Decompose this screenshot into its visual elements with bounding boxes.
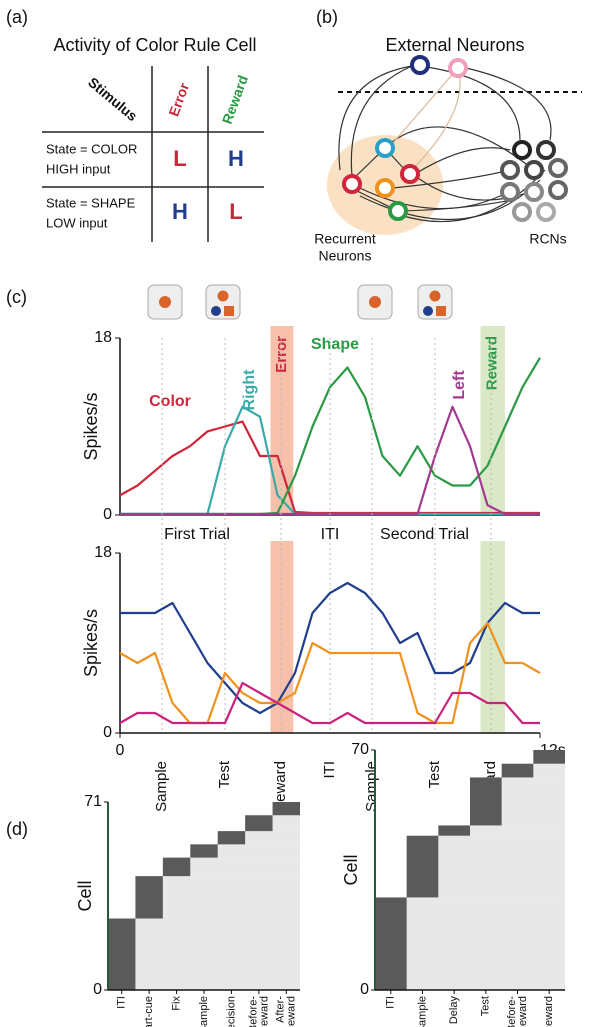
y-tick-label: 0 bbox=[103, 506, 112, 523]
column-header: Reward bbox=[219, 73, 251, 126]
stimulus-icons bbox=[148, 285, 452, 319]
series-line bbox=[120, 407, 540, 514]
table-cell: L bbox=[173, 146, 186, 171]
x-tick-label: 0 bbox=[116, 742, 125, 759]
x-tick-label: ITI bbox=[116, 996, 128, 1009]
series-label: Right bbox=[241, 369, 258, 411]
cell-block bbox=[273, 802, 300, 815]
event-label: Sample bbox=[153, 761, 170, 812]
tail-rows bbox=[407, 897, 565, 990]
series-label: Color bbox=[149, 393, 191, 410]
figure: (a) Activity of Color Rule Cell Stimulus… bbox=[0, 0, 589, 1027]
period-label: ITI bbox=[321, 526, 340, 543]
x-tick-label: Fix bbox=[170, 996, 182, 1011]
event-label: ITI bbox=[321, 761, 338, 779]
cell-block bbox=[470, 777, 502, 825]
x-tick-label: Reward bbox=[543, 996, 555, 1027]
row-label: State = COLOR bbox=[46, 141, 137, 156]
table-corner: Stimulus bbox=[85, 74, 141, 124]
event-label: Test bbox=[426, 760, 443, 788]
panel-title: Activity of Color Rule Cell bbox=[53, 35, 256, 55]
tail-rows bbox=[135, 919, 300, 990]
tail-rows bbox=[533, 764, 565, 778]
series-label: Shape bbox=[311, 336, 359, 353]
row-label: LOW input bbox=[46, 215, 108, 230]
y-axis-label: Cell bbox=[341, 854, 361, 885]
x-tick-label: Reward bbox=[258, 996, 270, 1027]
x-tick-label: Sample bbox=[416, 996, 428, 1027]
series-line bbox=[120, 358, 540, 514]
cell-block bbox=[190, 844, 217, 857]
band-label: Reward bbox=[484, 336, 501, 390]
x-tick-label: Reward bbox=[286, 996, 298, 1027]
period-label: Second Trial bbox=[380, 526, 469, 543]
diagram-label: Recurrent bbox=[314, 231, 376, 247]
x-tick-label: Delay bbox=[448, 996, 460, 1025]
panel-title: External Neurons bbox=[385, 35, 524, 55]
y-tick-label: 18 bbox=[94, 329, 112, 346]
cell-block bbox=[163, 858, 190, 877]
panel-label: (c) bbox=[6, 287, 27, 307]
tail-rows bbox=[245, 831, 300, 844]
cell-block bbox=[245, 815, 272, 831]
tail-rows bbox=[163, 876, 300, 918]
period-label: First Trial bbox=[164, 526, 230, 543]
event-label: Test bbox=[216, 760, 233, 788]
cell-block bbox=[375, 897, 407, 990]
y-axis-label: Cell bbox=[75, 880, 95, 911]
diagram-label: Neurons bbox=[319, 248, 372, 264]
diagram-label: RCNs bbox=[529, 231, 566, 247]
tail-rows bbox=[218, 844, 300, 857]
x-tick-label: Reward bbox=[517, 996, 529, 1027]
y-tick-label: 0 bbox=[360, 981, 369, 998]
column-header: Error bbox=[165, 80, 192, 118]
y-tick-label: 71 bbox=[84, 793, 102, 810]
tail-rows bbox=[438, 836, 565, 898]
cell-block bbox=[218, 831, 245, 844]
cell-block bbox=[135, 876, 162, 918]
table-cell: H bbox=[228, 146, 244, 171]
tail-rows bbox=[273, 815, 300, 831]
cell-block bbox=[407, 836, 439, 898]
y-tick-label: 18 bbox=[94, 544, 112, 561]
tail-rows bbox=[190, 858, 300, 877]
table-cell: H bbox=[172, 199, 188, 224]
cell-block bbox=[502, 764, 534, 778]
x-tick-label: Decision bbox=[225, 996, 237, 1027]
y-tick-label: 70 bbox=[351, 741, 369, 758]
series-line bbox=[120, 407, 540, 514]
series-label: Left bbox=[451, 370, 468, 400]
tail-rows bbox=[470, 825, 565, 835]
y-tick-label: 0 bbox=[103, 724, 112, 741]
y-axis-label: Spikes/s bbox=[81, 609, 101, 677]
y-axis-label: Spikes/s bbox=[81, 392, 101, 460]
network-diagram bbox=[327, 57, 582, 235]
cell-block bbox=[533, 750, 565, 764]
cell-block bbox=[438, 825, 470, 835]
row-label: HIGH input bbox=[46, 161, 111, 176]
x-tick-label: Test bbox=[480, 996, 492, 1016]
y-tick-label: 0 bbox=[93, 981, 102, 998]
row-label: State = SHAPE bbox=[46, 195, 136, 210]
panel-label: (d) bbox=[6, 819, 28, 839]
x-tick-label: Sample bbox=[198, 996, 210, 1027]
panel-label: (b) bbox=[316, 7, 338, 27]
x-tick-label: Start-cue bbox=[143, 996, 155, 1027]
table-cell: L bbox=[229, 199, 242, 224]
panel-label: (a) bbox=[6, 7, 28, 27]
event-label: Sample bbox=[363, 761, 380, 812]
tail-rows bbox=[502, 777, 565, 825]
cell-block bbox=[108, 919, 135, 990]
x-tick-label: ITI bbox=[385, 996, 397, 1009]
